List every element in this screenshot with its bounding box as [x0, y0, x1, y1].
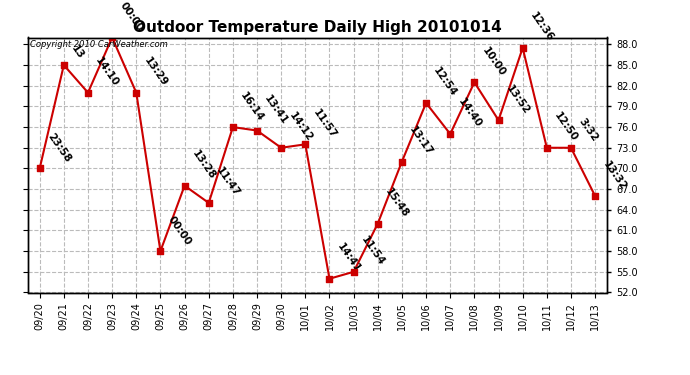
Point — [541, 145, 552, 151]
Text: 12:50: 12:50 — [553, 111, 580, 144]
Text: 13:52: 13:52 — [504, 83, 531, 116]
Text: 11:47: 11:47 — [215, 166, 242, 199]
Text: 13:32: 13:32 — [601, 159, 628, 192]
Point — [518, 45, 529, 51]
Title: Outdoor Temperature Daily High 20101014: Outdoor Temperature Daily High 20101014 — [133, 20, 502, 35]
Text: 14:12: 14:12 — [287, 111, 314, 144]
Point — [155, 248, 166, 254]
Point — [373, 220, 384, 226]
Point — [493, 117, 504, 123]
Point — [251, 128, 262, 134]
Text: 12:54: 12:54 — [432, 66, 459, 99]
Text: 11:54: 11:54 — [359, 235, 386, 268]
Text: 00:00: 00:00 — [166, 214, 193, 247]
Text: 10:00: 10:00 — [480, 45, 507, 78]
Point — [106, 34, 117, 40]
Point — [469, 79, 480, 85]
Point — [348, 269, 359, 275]
Point — [324, 276, 335, 282]
Text: 13:28: 13:28 — [190, 148, 217, 182]
Text: 23:58: 23:58 — [46, 131, 72, 164]
Text: 14:41: 14:41 — [335, 242, 362, 274]
Point — [420, 100, 432, 106]
Text: 13:41: 13:41 — [263, 93, 290, 126]
Point — [589, 193, 600, 199]
Point — [396, 159, 407, 165]
Text: 15:48: 15:48 — [384, 186, 411, 219]
Point — [83, 90, 94, 96]
Point — [444, 131, 455, 137]
Point — [179, 183, 190, 189]
Text: 16:14: 16:14 — [239, 90, 266, 123]
Point — [130, 90, 142, 96]
Point — [58, 62, 69, 68]
Text: 14:40: 14:40 — [456, 97, 483, 130]
Point — [34, 165, 46, 171]
Text: 13:29: 13:29 — [142, 56, 169, 88]
Point — [203, 200, 214, 206]
Point — [299, 141, 310, 147]
Text: 11:57: 11:57 — [311, 107, 338, 140]
Point — [228, 124, 239, 130]
Text: Copyright 2010 CarWeather.com: Copyright 2010 CarWeather.com — [30, 40, 168, 49]
Point — [565, 145, 576, 151]
Text: 13:17: 13:17 — [408, 124, 435, 158]
Text: 3:32: 3:32 — [577, 117, 600, 144]
Text: 14:10: 14:10 — [94, 56, 121, 88]
Text: 12:36: 12:36 — [529, 11, 555, 44]
Text: 13: 13 — [70, 43, 86, 61]
Point — [276, 145, 287, 151]
Text: 00:00: 00:00 — [118, 0, 145, 33]
